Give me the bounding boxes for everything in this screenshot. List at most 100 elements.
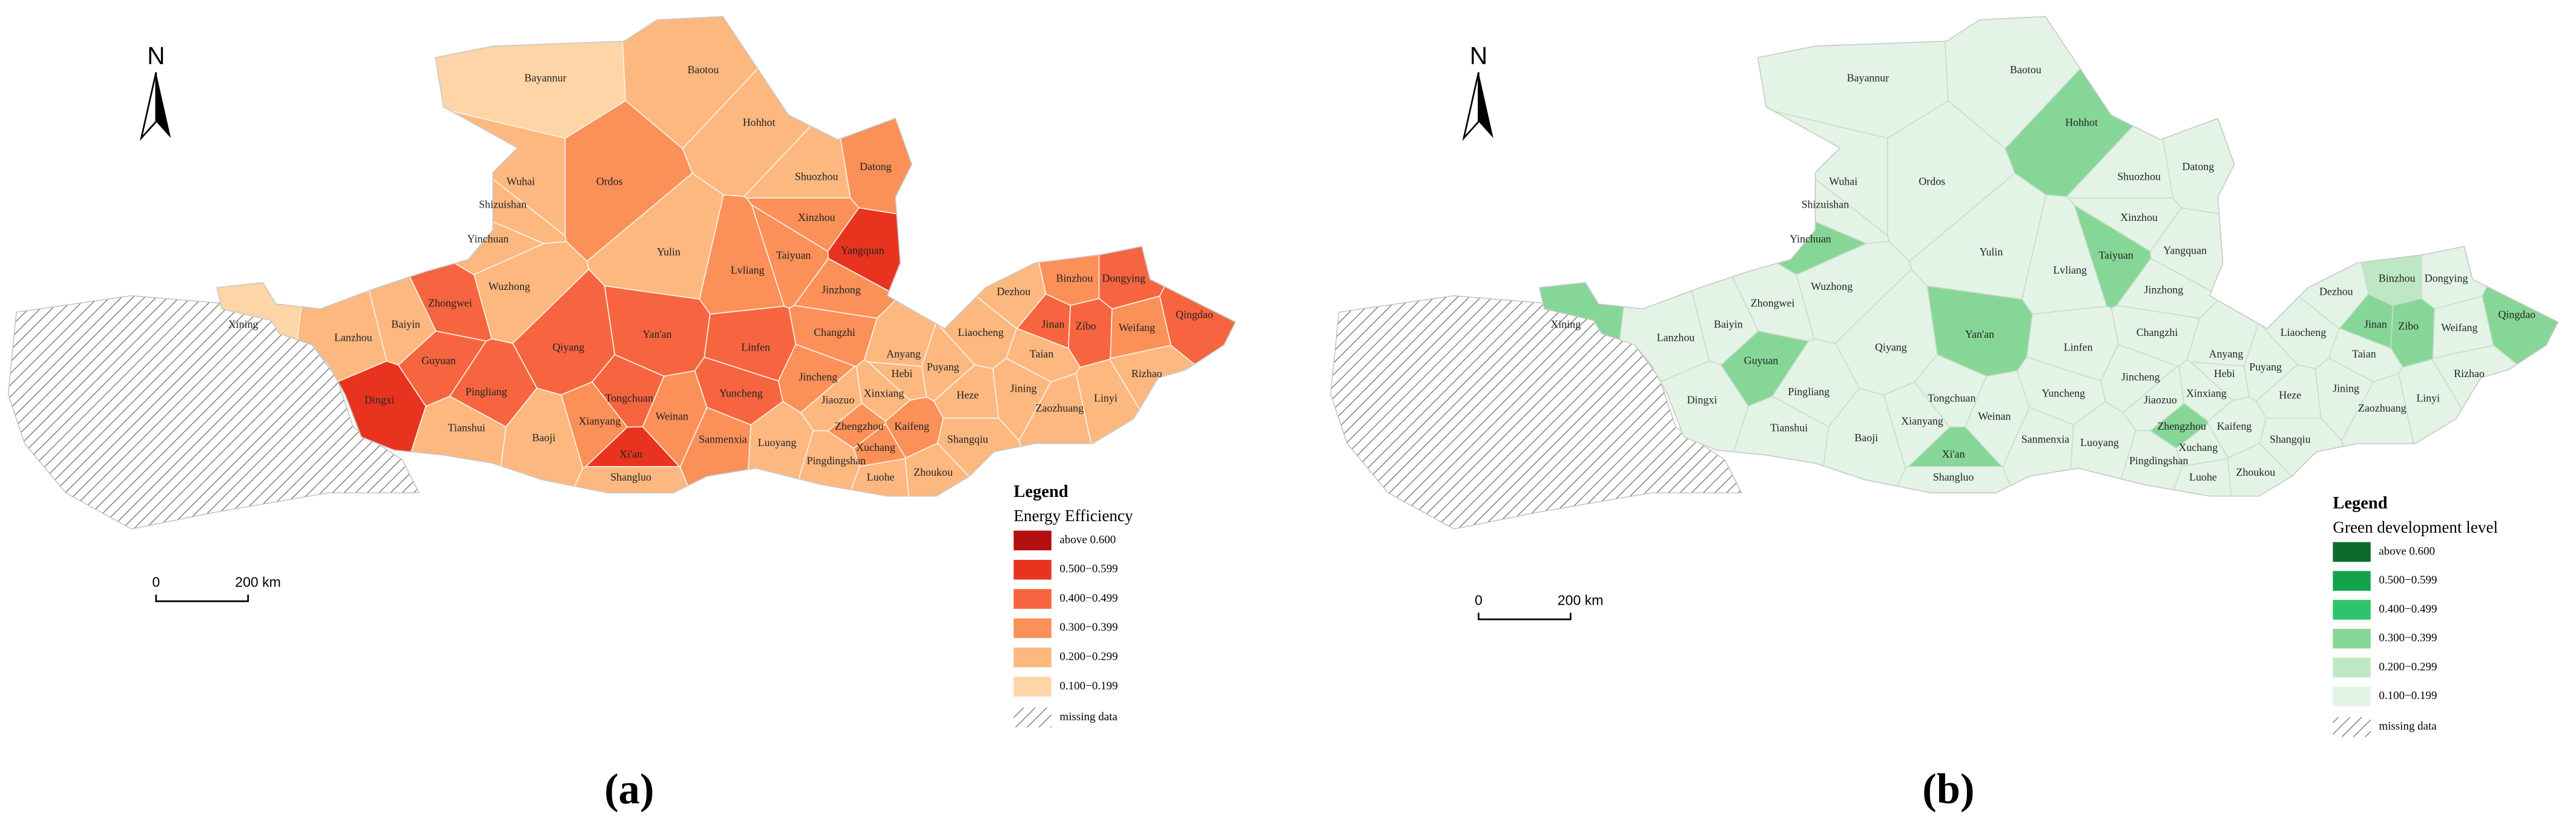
map-panel: Bayannur Baotou Hohhot Datong Shuozhou Wuhai O…	[7, 16, 1236, 813]
legend-label: 0.400−0.499	[1059, 592, 1118, 605]
city-label: Hohhot	[743, 116, 776, 128]
city-label: Hebi	[2214, 367, 2235, 380]
region	[834, 16, 1101, 223]
city-label: Jinzhong	[2144, 284, 2184, 296]
city-label: Dezhou	[996, 285, 1030, 297]
legend-label: 0.100−0.199	[2379, 689, 2437, 702]
city-label: Anyang	[2209, 347, 2244, 360]
city-label: Lanzhou	[334, 331, 372, 343]
region	[1159, 16, 1236, 462]
legend-swatch	[1013, 530, 1052, 551]
city-label: Linyi	[1094, 392, 1118, 404]
north-label: N	[147, 42, 165, 70]
north-arrow-right	[1478, 72, 1494, 139]
city-label: Wuzhong	[489, 280, 530, 292]
city-label: Weifang	[2441, 321, 2477, 334]
scale-bar	[1477, 613, 1572, 620]
city-label: Linfen	[741, 341, 770, 353]
city-label: Rizhao	[2454, 367, 2485, 380]
city-label: Hohhot	[2065, 116, 2098, 128]
legend-subtitle: Green development level	[2333, 518, 2498, 536]
city-label: Xinxiang	[864, 387, 904, 399]
region	[2390, 298, 2436, 368]
city-label: Jinzhong	[822, 284, 861, 296]
map-outline	[216, 16, 1236, 497]
city-label: Guyuan	[421, 354, 456, 366]
city-label: Bayannur	[1847, 72, 1889, 84]
city-label: Jiaozuo	[2144, 393, 2177, 406]
legend-label: 0.200−0.299	[1059, 651, 1118, 663]
city-label: Yulin	[657, 246, 680, 258]
map-outline	[1538, 16, 2559, 497]
city-label: Luoyang	[2080, 436, 2119, 448]
region	[2261, 151, 2369, 329]
legend-swatch	[2333, 571, 2371, 591]
city-label: Linyi	[2416, 392, 2440, 404]
city-label: Xinzhou	[2120, 211, 2158, 223]
city-label: Yangquan	[2163, 244, 2207, 256]
city-label: Zhoukou	[2236, 466, 2276, 478]
city-label: Xianyang	[1901, 415, 1943, 427]
city-label: Xuchang	[856, 441, 895, 453]
legend-label: 0.500−0.599	[2379, 574, 2437, 586]
city-label: Baotou	[2010, 64, 2041, 76]
city-label: Rizhao	[1132, 367, 1162, 380]
city-label: Baoji	[1854, 432, 1878, 444]
city-label: Yan'an	[1965, 328, 1994, 340]
city-label: Lvliang	[731, 264, 765, 276]
north-arrow-left	[139, 72, 157, 141]
city-label: Xining	[1550, 318, 1581, 330]
city-label: Tianshui	[1770, 422, 1808, 434]
legend-label: 0.500−0.599	[1059, 563, 1118, 576]
scale-bar	[155, 594, 249, 602]
legend-label: missing data	[2379, 720, 2437, 733]
map-panel: Bayannur Baotou Hohhot Datong Shuozhou Wuhai O…	[1330, 16, 2559, 813]
city-label: Weinan	[656, 410, 688, 422]
city-label: Shuozhou	[2117, 170, 2161, 182]
legend-label: above 0.600	[1059, 533, 1116, 546]
city-label: Xining	[228, 318, 259, 330]
city-label: Xinzhou	[798, 211, 835, 223]
city-label: Dongying	[2425, 272, 2468, 284]
legend-swatch-missing	[1013, 708, 1052, 728]
city-label: Taian	[1030, 347, 1054, 360]
legend-label: 0.300−0.399	[1059, 621, 1118, 634]
legend-title: Legend	[2333, 494, 2387, 513]
region	[2227, 442, 2371, 496]
city-label: Yinchuan	[1790, 232, 1831, 245]
legend-swatch	[2333, 686, 2371, 707]
legend-swatch	[1013, 647, 1052, 668]
legend-swatch-missing	[2333, 717, 2371, 737]
city-label: Ordos	[596, 175, 623, 187]
city-label: Liaocheng	[958, 326, 1004, 338]
city-label: Changzhi	[814, 326, 855, 338]
city-label: Tongchuan	[605, 392, 653, 404]
legend-swatch	[2333, 600, 2371, 620]
region	[904, 442, 1049, 496]
city-label: Heze	[957, 389, 979, 401]
legend-swatch	[1013, 559, 1052, 580]
city-label: Taiyuan	[776, 249, 811, 261]
city-label: Zhongwei	[1751, 297, 1795, 309]
city-label: Shizuishan	[479, 198, 527, 210]
city-label: Shuozhou	[795, 170, 838, 182]
city-label: Pingliang	[1788, 386, 1830, 398]
region	[2482, 16, 2558, 462]
north-label: N	[1470, 42, 1487, 70]
city-label: Heze	[2279, 389, 2301, 401]
city-label: Dingxi	[364, 393, 395, 406]
city-label: Tianshui	[448, 422, 486, 434]
legend-label: 0.200−0.299	[2379, 660, 2437, 673]
city-label: Tongchuan	[1928, 392, 1975, 404]
city-label: Shangluo	[610, 471, 651, 483]
city-label: Kaifeng	[894, 420, 929, 432]
city-label: Jining	[1010, 382, 1037, 394]
city-label: Taian	[2352, 347, 2376, 360]
city-label: Lanzhou	[1657, 331, 1695, 343]
panel-caption: (a)	[604, 766, 654, 813]
city-label: Zhoukou	[914, 466, 953, 478]
north-arrow-left	[1462, 72, 1480, 141]
city-label: Bayannur	[524, 72, 567, 84]
city-label: Luohe	[867, 471, 895, 483]
